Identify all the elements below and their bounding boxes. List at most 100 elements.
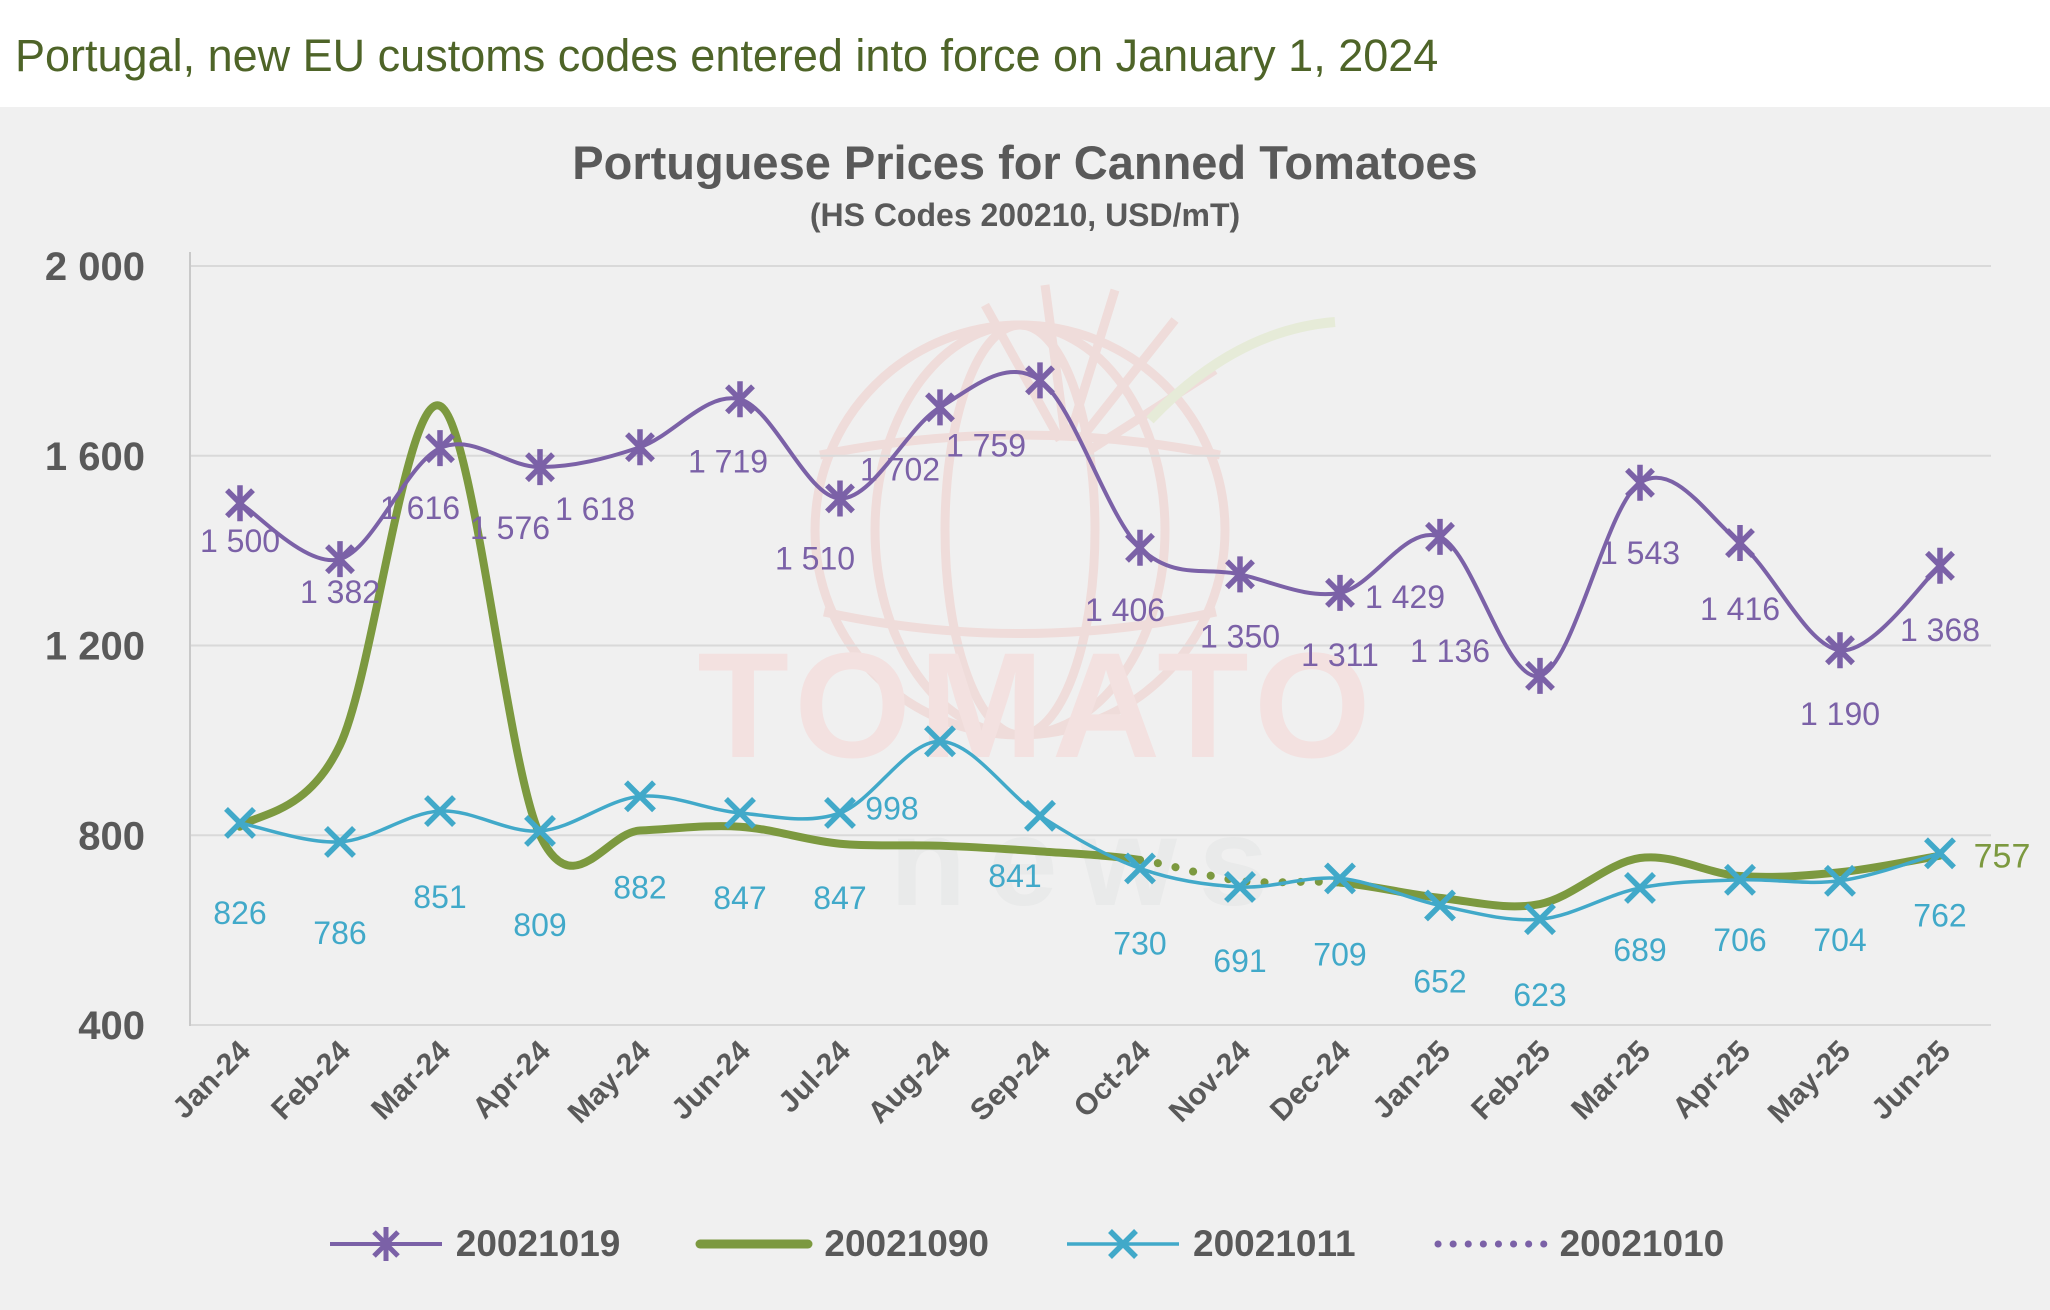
x-tick-label: Nov-24 <box>1163 1034 1257 1128</box>
data-label-20021019: 1 136 <box>1410 633 1490 669</box>
legend-sample-line-x <box>1067 1229 1180 1259</box>
series-20021019-marker <box>625 429 655 466</box>
data-label-20021011: 689 <box>1613 932 1666 968</box>
x-tick-label: May-25 <box>1762 1035 1857 1130</box>
series-20021011-marker <box>1524 903 1556 936</box>
x-tick-label: Oct-24 <box>1068 1034 1158 1124</box>
data-label-20021019: 1 719 <box>688 443 768 479</box>
series-20021011-marker <box>1424 889 1456 922</box>
series-20021011-marker <box>1924 837 1956 870</box>
x-tick-label: Mar-25 <box>1565 1035 1657 1127</box>
legend-label-20021090: 20021090 <box>824 1223 990 1264</box>
data-label-20021011: 841 <box>988 858 1041 894</box>
series-20021011-marker <box>324 825 356 858</box>
data-label-20021019: 1 618 <box>555 491 635 527</box>
x-tick-label: Jan-24 <box>166 1034 257 1125</box>
data-label-20021011: 847 <box>713 880 766 916</box>
legend-label-20021010: 20021010 <box>1559 1223 1725 1264</box>
data-label-20021011: 851 <box>413 879 466 915</box>
series-20021090-line <box>236 401 1144 870</box>
series-20021019-marker <box>925 389 955 426</box>
series-20021019-marker <box>1525 657 1555 694</box>
x-tick-label: Feb-25 <box>1465 1035 1557 1127</box>
chart-title: Portuguese Prices for Canned Tomatoes <box>572 136 1478 189</box>
data-label-20021019: 1 416 <box>1700 591 1780 627</box>
watermark-globe-parallel <box>819 430 1221 460</box>
data-label-20021019: 1 406 <box>1085 592 1165 628</box>
series-20021011-marker <box>1224 871 1256 903</box>
x-tick-label: Aug-24 <box>862 1034 957 1129</box>
watermark-text-tomato: TOMATO <box>697 621 1378 789</box>
watermark-text-news: news <box>890 793 1291 932</box>
series-20021019-marker <box>1625 464 1655 501</box>
data-label-20021011: 847 <box>813 880 866 916</box>
series-20021011-marker <box>824 797 856 829</box>
data-label-20021011: 730 <box>1113 925 1166 961</box>
series-20021011-marker <box>1624 871 1656 904</box>
watermark-rays <box>981 284 1218 454</box>
y-tick-label: 1 200 <box>45 625 145 669</box>
series-20021019-marker <box>1425 518 1455 555</box>
x-tick-label: Sep-24 <box>964 1034 1057 1127</box>
series-20021011-marker <box>1724 863 1756 896</box>
series-20021019-marker <box>1925 547 1955 584</box>
data-label-20021019: 1 576 <box>470 510 550 546</box>
series-20021019-marker <box>1825 632 1855 669</box>
data-label-20021011: 762 <box>1913 897 1966 933</box>
series-20021011-marker <box>1124 852 1156 885</box>
data-label-20021019: 1 702 <box>860 451 940 487</box>
x-tick-label: Apr-24 <box>466 1034 557 1125</box>
data-label-20021019: 1 311 <box>1301 637 1379 673</box>
legend-label-20021011: 20021011 <box>1193 1223 1356 1264</box>
series-20021019-marker <box>1225 556 1255 593</box>
data-label-20021011: 623 <box>1513 977 1566 1013</box>
x-tick-label: Apr-25 <box>1666 1035 1757 1126</box>
series-20021019-marker <box>325 541 355 578</box>
y-tick-label: 1 600 <box>45 435 145 479</box>
data-label-20021011: 998 <box>865 790 918 826</box>
legend-sample-thick-line <box>695 1239 813 1249</box>
legend-item-20021019: 20021019 <box>326 1222 621 1266</box>
data-label-20021011: 786 <box>313 915 366 951</box>
data-label-20021019: 1 382 <box>300 574 380 610</box>
series-20021019-marker <box>725 381 755 418</box>
legend-item-20021010: 20021010 <box>1430 1222 1725 1266</box>
series-20021011-marker <box>1024 799 1056 832</box>
x-tick-label: Jan-25 <box>1366 1035 1457 1126</box>
series-20021011-marker <box>924 725 956 758</box>
legend-item-20021011: 20021011 <box>1063 1222 1356 1266</box>
data-label-20021019: 1 759 <box>946 427 1026 463</box>
data-label-20021019: 1 500 <box>200 523 280 559</box>
y-tick-label: 400 <box>78 1004 145 1048</box>
data-label-20021011: 706 <box>1713 922 1766 958</box>
data-label-20021019: 1 429 <box>1365 579 1445 615</box>
data-label-20021011: 652 <box>1413 963 1466 999</box>
legend-sample-line-asterisk <box>329 1227 442 1261</box>
y-tick-label: 2 000 <box>45 245 145 289</box>
watermark-globe-parallel <box>823 607 1217 638</box>
data-label-20021011: 809 <box>513 907 566 943</box>
data-label-20021019: 1 616 <box>380 490 460 526</box>
series-20021019-marker <box>825 480 855 517</box>
legend-label-20021019: 20021019 <box>455 1223 621 1264</box>
chart-panel: Portuguese Prices for Canned Tomatoes (H… <box>0 107 2050 1310</box>
series-20021011-marker <box>1824 864 1856 897</box>
series-20021019-marker <box>1325 574 1355 611</box>
series-20021019-marker <box>425 430 455 467</box>
x-tick-label: Dec-24 <box>1264 1034 1357 1127</box>
series-20021019-marker <box>1725 525 1755 562</box>
data-label-20021011: 709 <box>1313 936 1366 972</box>
data-label-20021019: 1 190 <box>1800 696 1880 732</box>
data-label-20021011: 882 <box>613 869 666 905</box>
x-tick-label: Jun-24 <box>665 1034 757 1126</box>
chart-subtitle: (HS Codes 200210, USD/mT) <box>809 197 1241 233</box>
y-tick-label: 800 <box>78 814 145 858</box>
data-label-20021011: 691 <box>1213 943 1266 979</box>
series-20021019-marker <box>225 485 255 522</box>
series-20021011-marker <box>424 795 456 828</box>
series-20021011-marker <box>524 815 556 847</box>
legend-item-20021090: 20021090 <box>694 1222 989 1266</box>
series-20021011-marker <box>224 806 256 839</box>
x-tick-label: Feb-24 <box>265 1034 357 1126</box>
